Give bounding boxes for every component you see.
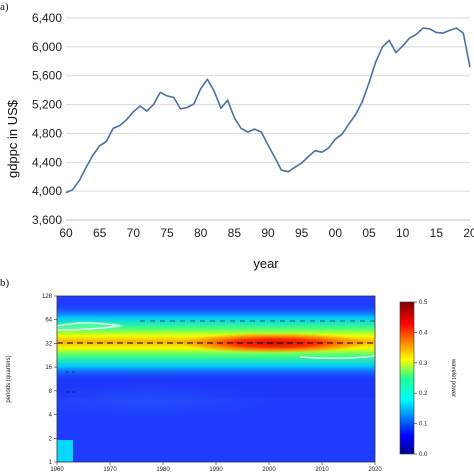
heatmap-x-tick-label: 2000 bbox=[262, 467, 276, 473]
colorbar-tick-label: 0.3 bbox=[419, 361, 428, 367]
panel-a-label: a) bbox=[0, 1, 9, 13]
colorbar-tick-label: 0.4 bbox=[419, 330, 428, 336]
x-tick-label: 90 bbox=[261, 226, 275, 240]
colorbar-tick-label: 0.1 bbox=[419, 422, 428, 428]
heatmap-y-tick-label: 8 bbox=[49, 389, 53, 395]
x-tick-label: 15 bbox=[430, 226, 444, 240]
x-tick-label: 80 bbox=[194, 226, 208, 240]
peak-power-region bbox=[180, 333, 370, 353]
heatmap-x-ticks: 1960 1970 1980 1990 2000 2010 2020 bbox=[50, 462, 382, 473]
y-tick-label: 5,600 bbox=[32, 69, 62, 83]
x-tick-label: 05 bbox=[362, 226, 376, 240]
y-tick-label: 4,000 bbox=[32, 184, 62, 198]
y-tick-label: 3,600 bbox=[32, 213, 62, 227]
heatmap-y-tick-label: 1 bbox=[49, 460, 53, 466]
colorbar-tick-label: 0.5 bbox=[419, 300, 428, 306]
colorbar-ticks: 0.0 0.1 0.2 0.3 0.4 0.5 bbox=[414, 300, 428, 458]
y-tick-label: 4,400 bbox=[32, 155, 62, 169]
heatmap-y-tick-label: 128 bbox=[42, 294, 53, 300]
x-tick-label: 00 bbox=[329, 226, 343, 240]
heatmap-x-tick-label: 1970 bbox=[103, 467, 117, 473]
y-axis-label: gdppc in US$ bbox=[5, 99, 20, 178]
y-tick-label: 5,200 bbox=[32, 98, 62, 112]
significance-contour-upper bbox=[57, 322, 121, 331]
x-tick-label: 60 bbox=[59, 226, 73, 240]
x-tick-label: 65 bbox=[93, 226, 107, 240]
y-tick-labels: 3,600 4,000 4,400 4,800 5,200 5,600 6,000 6,400 bbox=[32, 11, 62, 227]
heatmap-x-tick-label: 1960 bbox=[50, 467, 64, 473]
x-tick-label: 20 bbox=[463, 226, 474, 240]
y-tick-label: 6,400 bbox=[32, 11, 62, 25]
gdppc-series bbox=[65, 27, 471, 194]
panel-b-label: b) bbox=[0, 277, 10, 289]
gdppc-line bbox=[65, 27, 471, 194]
y-tick-label: 6,000 bbox=[32, 40, 62, 54]
y-gridlines bbox=[66, 17, 470, 221]
gdppc-line-chart: 3,600 4,000 4,400 4,800 5,200 5,600 6,000 6,400… bbox=[5, 11, 474, 271]
heatmap-y-axis-label: periods (quarters) bbox=[6, 355, 12, 402]
x-tick-label: 85 bbox=[228, 226, 242, 240]
colorbar-tick-label: 0.2 bbox=[419, 391, 428, 397]
x-tick-label: 95 bbox=[295, 226, 309, 240]
heatmap-y-tick-label: 4 bbox=[49, 413, 53, 419]
heatmap-x-tick-label: 1980 bbox=[156, 467, 170, 473]
x-axis-label: year bbox=[253, 256, 279, 271]
colorbar-label: wavelet power bbox=[450, 358, 456, 397]
significance-contour-lower bbox=[299, 355, 375, 359]
heatmap-y-tick-label: 2 bbox=[49, 436, 53, 442]
colorbar-tick-label: 0.0 bbox=[419, 452, 428, 458]
heatmap-x-tick-label: 2010 bbox=[315, 467, 329, 473]
x-tick-label: 75 bbox=[160, 226, 174, 240]
wavelet-power-heatmap: 1 2 4 8 16 32 64 128 1960 1970 1980 1990 2000 2010 20… bbox=[6, 294, 456, 473]
heatmap-y-tick-label: 16 bbox=[45, 365, 52, 371]
heatmap-x-tick-label: 1990 bbox=[209, 467, 223, 473]
low-period-edge bbox=[57, 440, 73, 462]
x-tick-label: 10 bbox=[396, 226, 410, 240]
x-tick-labels: 60 65 70 75 80 85 90 95 00 05 10 15 20 bbox=[59, 226, 474, 240]
y-tick-label: 4,800 bbox=[32, 126, 62, 140]
heatmap-y-ticks: 1 2 4 8 16 32 64 128 bbox=[42, 294, 57, 466]
x-tick-label: 70 bbox=[127, 226, 141, 240]
colorbar bbox=[399, 301, 415, 455]
heatmap-y-tick-label: 32 bbox=[45, 341, 52, 347]
heatmap-y-tick-label: 64 bbox=[45, 318, 52, 324]
heatmap-x-tick-label: 2020 bbox=[368, 467, 382, 473]
